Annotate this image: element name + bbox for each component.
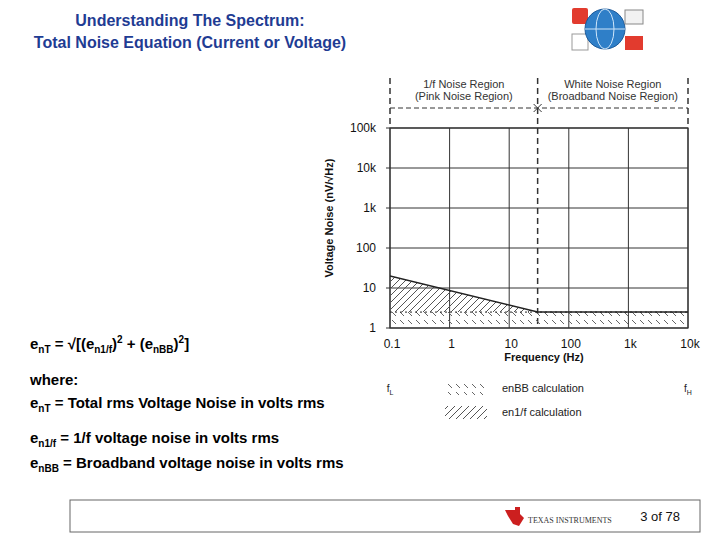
- text-part: n1/f: [38, 438, 56, 449]
- series-line: [390, 276, 688, 312]
- grid-line-y: [390, 208, 688, 209]
- header-divider: [687, 78, 689, 128]
- definition: where:: [30, 371, 78, 388]
- grid-line-x: [568, 128, 569, 328]
- data-group: [390, 276, 688, 328]
- tick-label-y: 1k: [363, 201, 377, 215]
- tick-label-y: 10: [363, 281, 377, 295]
- x-axis-label: Frequency (Hz): [504, 351, 584, 363]
- tick-label-y: 100: [356, 241, 376, 255]
- legend: enBB calculation en1/f calculation: [445, 382, 584, 419]
- text-part: 2: [117, 334, 123, 345]
- slide-title: Understanding The Spectrum:: [0, 12, 380, 30]
- logo-mark: [505, 507, 524, 526]
- text-part: e: [30, 394, 38, 411]
- text-part: nBB: [153, 344, 174, 355]
- tick-label-x: 10: [505, 337, 519, 351]
- text-part: e: [30, 454, 38, 471]
- tick-label-x: 1: [448, 337, 455, 351]
- region-sublabel: (Broadband Noise Region): [548, 90, 678, 102]
- y-axis-label: Voltage Noise (nV/√Hz): [323, 158, 335, 277]
- text-part: nBB: [38, 463, 59, 474]
- freq-annotation: fL: [387, 383, 394, 396]
- region-header: 1/f Noise Region(Pink Noise Region) White…: [390, 78, 688, 128]
- legend-swatch: [445, 382, 487, 395]
- text-part: e: [30, 429, 38, 446]
- annotation-sub: L: [389, 389, 393, 396]
- text-part: = √[(e: [51, 335, 95, 352]
- tick-label-x: 100: [561, 337, 581, 351]
- text-part: ): [174, 335, 179, 352]
- region-label: 1/f Noise Region: [423, 78, 504, 90]
- page-number: 3 of 78: [640, 509, 680, 524]
- footer-box: [70, 500, 700, 532]
- chart-svg: 1/f Noise Region(Pink Noise Region) White…: [0, 0, 720, 540]
- equation: enT = √[(en1/f)2 + (enBB)2]: [30, 334, 189, 355]
- text-part: = Broadband voltage noise in volts rms: [59, 454, 344, 471]
- legend-label: en1/f calculation: [502, 406, 582, 418]
- text-part: = Total rms Voltage Noise in volts rms: [51, 394, 325, 411]
- tick-label-y: 1: [369, 321, 376, 335]
- region-sublabel: (Pink Noise Region): [415, 90, 513, 102]
- logo-text: TEXAS INSTRUMENTS: [528, 516, 612, 525]
- legend-swatch: [445, 406, 487, 419]
- grid-line-x: [509, 128, 510, 328]
- region-label: White Noise Region: [564, 78, 661, 90]
- tick-label-x: 1k: [624, 337, 638, 351]
- icon: [572, 8, 643, 50]
- grid-line-x: [628, 128, 629, 328]
- annotation-sub: H: [687, 389, 692, 396]
- text-part: 2: [179, 334, 185, 345]
- grid: [386, 128, 688, 328]
- text-part: ]: [184, 335, 189, 352]
- text-part: nT: [38, 403, 50, 414]
- text-part: nT: [38, 344, 50, 355]
- tick-label-x: 0.1: [384, 337, 401, 351]
- footer: TEXAS INSTRUMENTS 3 of 78: [70, 500, 700, 532]
- area: [390, 276, 688, 312]
- region-boundary: [537, 78, 539, 328]
- definition: en1/f = 1/f voltage noise in volts rms: [30, 429, 279, 449]
- header-span: [390, 108, 688, 109]
- text-part: + (e: [123, 335, 153, 352]
- tick-label-y: 100k: [350, 121, 377, 135]
- legend-label: enBB calculation: [502, 382, 584, 394]
- grid-line-y: [390, 168, 688, 169]
- text-part: = 1/f voltage noise in volts rms: [56, 429, 279, 446]
- grid-line-y: [390, 248, 688, 249]
- freq-annotation: fH: [684, 383, 692, 396]
- text-part: n1/f: [94, 344, 112, 355]
- tick-label-y: 10k: [357, 161, 377, 175]
- definition: enT = Total rms Voltage Noise in volts r…: [30, 394, 325, 414]
- text-part: where:: [30, 371, 78, 388]
- tick-label-x: 10k: [680, 337, 700, 351]
- area: [390, 312, 688, 328]
- definition: enBB = Broadband voltage noise in volts …: [30, 454, 344, 474]
- slide-title: Total Noise Equation (Current or Voltage…: [0, 34, 380, 52]
- header-divider: [389, 78, 391, 128]
- text-part: e: [30, 335, 38, 352]
- plot-frame: [390, 128, 688, 328]
- text-part: ): [112, 335, 117, 352]
